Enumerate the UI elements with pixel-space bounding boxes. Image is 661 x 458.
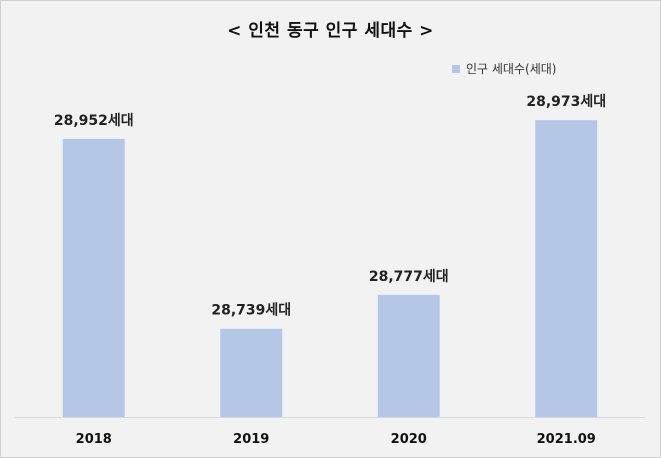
x-tick-label-2020: 2020 — [391, 432, 427, 447]
x-tick-label-2019: 2019 — [233, 432, 269, 447]
data-label-2019: 28,739세대 — [211, 303, 291, 319]
data-label-2021.09: 28,973세대 — [526, 94, 606, 110]
bar-2021.09 — [535, 120, 598, 417]
data-label-2018: 28,952세대 — [54, 113, 134, 129]
x-tick-label-2018: 2018 — [76, 432, 112, 447]
data-label-2020: 28,777세대 — [369, 269, 449, 285]
chart-title: < 인천 동구 인구 세대수 > — [227, 21, 434, 41]
bar-2018 — [62, 138, 125, 418]
legend: 인구 세대수(세대) — [452, 60, 556, 77]
bar-2020 — [377, 294, 440, 417]
legend-swatch — [452, 64, 460, 73]
legend-label: 인구 세대수(세대) — [466, 62, 557, 76]
bar-2019 — [220, 328, 283, 417]
x-tick-label-2021.09: 2021.09 — [537, 432, 596, 447]
